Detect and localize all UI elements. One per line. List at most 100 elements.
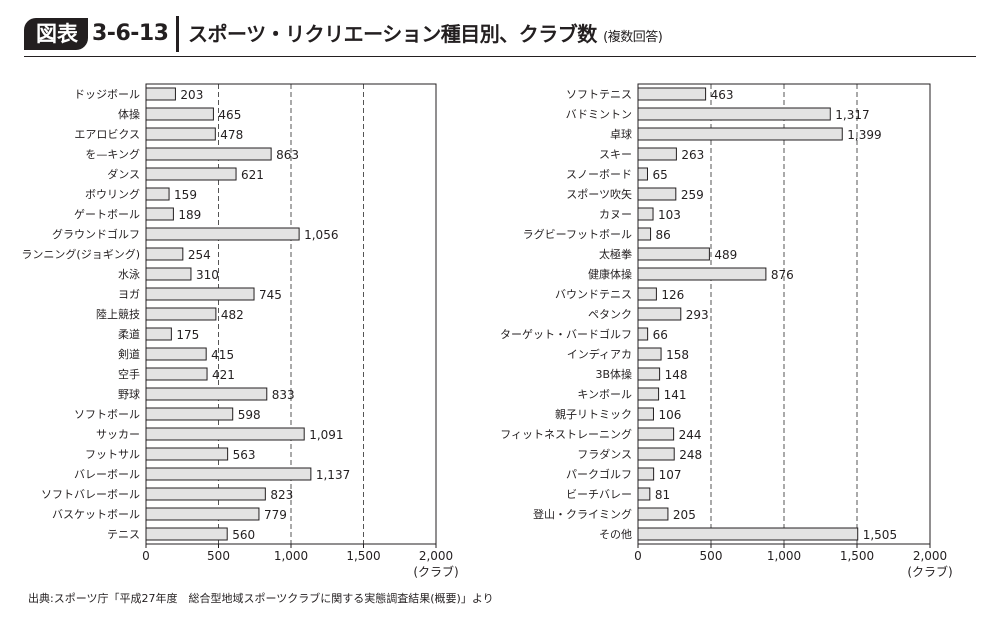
category-label: 卓球 [610, 127, 632, 141]
data-label: 66 [653, 328, 668, 342]
figure-title: スポーツ・リクリエーション種目別、クラブ数 (複数回答) [188, 18, 663, 54]
x-tick-label: 1,000 [274, 549, 308, 563]
bar [145, 447, 229, 461]
bar [637, 207, 654, 221]
x-tick-label: 1,500 [840, 549, 874, 563]
data-label: 148 [665, 368, 688, 382]
category-label: フィットネストレーニング [500, 427, 632, 441]
bar [145, 407, 234, 421]
category-label: ダンス [107, 167, 140, 181]
category-label: 空手 [118, 367, 140, 381]
data-label: 482 [221, 308, 244, 322]
data-label: 107 [659, 468, 682, 482]
category-label: 柔道 [118, 327, 140, 341]
data-label: 779 [264, 508, 287, 522]
bar [145, 267, 192, 281]
data-label: 823 [270, 488, 293, 502]
bar [637, 87, 707, 101]
data-label: 248 [679, 448, 702, 462]
category-label: 野球 [118, 387, 140, 401]
bar [637, 407, 654, 421]
category-label: 登山・クライミング [533, 507, 632, 521]
bar [637, 447, 675, 461]
header-rule [24, 56, 976, 57]
bar [145, 467, 312, 481]
data-label: 81 [655, 488, 670, 502]
bar [637, 347, 662, 361]
data-label: 1,137 [316, 468, 350, 482]
bar [145, 87, 176, 101]
data-label: 1,091 [309, 428, 343, 442]
data-label: 415 [211, 348, 234, 362]
x-tick-label: 0 [142, 549, 150, 563]
bar [145, 287, 255, 301]
data-label: 254 [188, 248, 211, 262]
bar [145, 227, 300, 241]
data-label: 244 [679, 428, 702, 442]
data-label: 203 [180, 88, 203, 102]
bar [145, 387, 268, 401]
category-label: ソフトボール [74, 408, 140, 421]
category-label: ヨガ [118, 288, 140, 301]
data-label: 263 [681, 148, 704, 162]
data-label: 478 [220, 128, 243, 142]
bar [145, 487, 266, 501]
data-label: 310 [196, 268, 219, 282]
data-label: 1,505 [863, 528, 897, 542]
data-label: 293 [686, 308, 709, 322]
category-label: インディアカ [567, 347, 632, 361]
category-label: スポーツ吹矢 [566, 187, 632, 201]
bar-chart-2: 0 500 1,000 1,500 2,000(クラブ) ソフトテニス 463 バドミントン 1… [500, 83, 953, 579]
bar [637, 267, 767, 281]
x-tick-label: 2,000 [419, 549, 453, 563]
bar [145, 187, 170, 201]
category-label: フラダンス [577, 447, 632, 461]
title-divider [176, 16, 179, 52]
data-label: 876 [771, 268, 794, 282]
category-label: スノーボード [566, 168, 632, 181]
category-label: テニス [107, 528, 140, 541]
bar [145, 507, 260, 521]
data-label: 598 [238, 408, 261, 422]
bar [145, 207, 174, 221]
bar [637, 367, 661, 381]
bar [145, 127, 216, 141]
category-label: ソフトテニス [566, 88, 632, 101]
bar [637, 247, 710, 261]
data-label: 1,399 [847, 128, 881, 142]
bar [637, 147, 677, 161]
data-label: 745 [259, 288, 282, 302]
bar [145, 367, 208, 381]
category-label: ゲートボール [74, 208, 140, 221]
bar [637, 467, 655, 481]
category-label: 剣道 [118, 347, 140, 361]
bar [145, 527, 228, 541]
category-label: ドッジボール [74, 88, 140, 101]
x-tick-label: 2,000 [913, 549, 947, 563]
data-label: 489 [714, 248, 737, 262]
bar [637, 387, 660, 401]
data-label: 86 [656, 228, 671, 242]
figure-badge: 図表 [24, 18, 88, 50]
bar [145, 347, 207, 361]
figure-number: 3-6-13 [92, 21, 169, 46]
bar [145, 427, 305, 441]
bar [145, 247, 184, 261]
data-label: 560 [232, 528, 255, 542]
data-label: 106 [658, 408, 681, 422]
x-tick-label: 1,000 [767, 549, 801, 563]
data-label: 158 [666, 348, 689, 362]
category-label: ソフトバレーボール [41, 488, 140, 501]
category-label: 健康体操 [588, 267, 632, 281]
data-label: 126 [661, 288, 684, 302]
category-label: 陸上競技 [96, 307, 140, 321]
data-label: 205 [673, 508, 696, 522]
bar [145, 107, 214, 121]
category-label: 太極拳 [599, 247, 632, 261]
bar [637, 107, 831, 121]
category-label: 水泳 [118, 267, 140, 281]
category-label: スキー [599, 148, 632, 161]
category-label: パークゴルフ [566, 467, 632, 481]
category-label: を—キング [85, 147, 140, 161]
